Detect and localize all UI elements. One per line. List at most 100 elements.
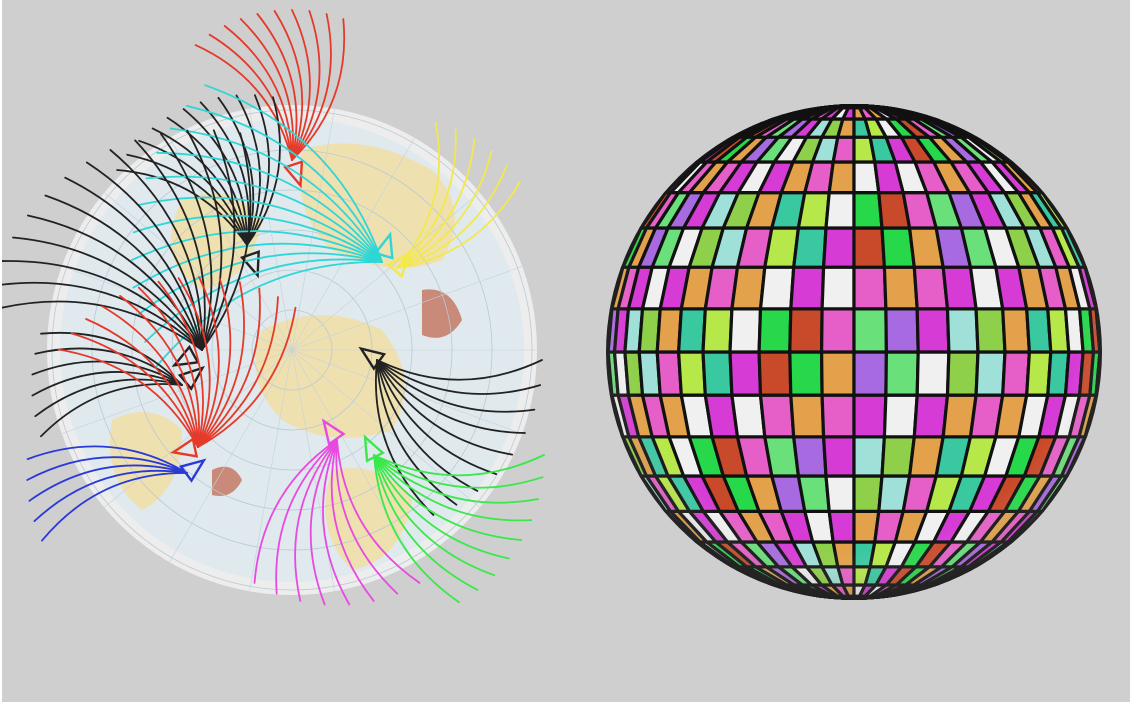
fan-curve xyxy=(204,84,383,263)
fan-curve xyxy=(145,175,383,263)
fan-curve xyxy=(28,464,188,502)
fan-curve xyxy=(375,359,435,516)
fan-curve xyxy=(275,439,338,595)
fan-yellow xyxy=(386,122,521,279)
fan-curve xyxy=(291,13,332,161)
fan-red-mid xyxy=(57,276,297,458)
fan-curve xyxy=(160,133,213,351)
fan-curve xyxy=(246,94,270,246)
fan-curve xyxy=(156,151,383,263)
triangle-icon xyxy=(178,458,207,483)
fan-curve xyxy=(119,295,199,448)
fan-curve xyxy=(40,383,183,438)
fan-curve xyxy=(126,153,248,246)
fan-curve xyxy=(34,378,183,418)
fan-curve xyxy=(376,359,536,413)
fan-curve xyxy=(86,161,203,351)
fan-curve xyxy=(137,286,200,448)
fan-curve xyxy=(182,108,248,246)
fan-curve xyxy=(197,281,245,448)
fan-blue xyxy=(26,445,207,542)
fan-curve xyxy=(34,347,183,386)
fan-curve xyxy=(396,181,521,269)
fan-curve xyxy=(26,456,188,481)
fan-curve xyxy=(41,472,188,542)
fan-curve xyxy=(157,280,204,448)
fan-curve xyxy=(186,129,223,351)
fan-curve xyxy=(40,331,183,386)
fan-curve xyxy=(57,348,199,448)
fan-curve xyxy=(322,439,351,606)
fan-curve xyxy=(373,454,496,577)
fan-curve xyxy=(396,138,476,269)
fan-curve xyxy=(376,359,458,506)
fan-curve xyxy=(253,439,338,584)
sphere-shading xyxy=(606,104,1102,600)
fan-curve xyxy=(33,469,188,522)
triangle-icon xyxy=(321,418,346,447)
fan-curve xyxy=(291,9,311,161)
fan-curve xyxy=(27,214,203,351)
fan-curve xyxy=(2,300,203,351)
fan-curve xyxy=(44,194,203,351)
fan-curve xyxy=(291,18,346,161)
fan-curve xyxy=(132,214,383,263)
fan-curve xyxy=(151,127,248,246)
fan-curve xyxy=(373,454,460,604)
fan-curve xyxy=(376,359,526,434)
fan-black-mid-left xyxy=(2,129,252,367)
triangle-icon xyxy=(171,344,200,367)
fan-curve xyxy=(373,454,544,489)
fan-curve xyxy=(85,318,199,448)
fan-curve xyxy=(246,96,281,246)
fan-curve xyxy=(177,277,211,448)
fan-curve xyxy=(2,281,203,351)
fan-curve xyxy=(70,332,199,448)
fan-curve xyxy=(373,454,540,504)
fan-curve xyxy=(12,236,203,351)
fan-curve xyxy=(309,439,338,606)
fan-black-right xyxy=(358,346,543,516)
fan-curve xyxy=(376,359,541,395)
fan-green xyxy=(363,434,545,604)
fan-curve xyxy=(197,296,279,448)
fan-curve xyxy=(396,164,508,269)
fan-curve xyxy=(197,287,261,448)
fan-curve xyxy=(101,305,199,448)
triangle-icon xyxy=(239,249,260,279)
fan-curve xyxy=(373,454,479,591)
fan-curve xyxy=(197,277,232,448)
fan-curve xyxy=(273,10,304,161)
fan-curve xyxy=(26,445,188,474)
fan-curve xyxy=(376,359,498,475)
fan-curve xyxy=(138,139,248,246)
fan-curve xyxy=(235,94,261,246)
tiled-sphere xyxy=(606,104,1102,600)
fan-cyan xyxy=(131,84,394,369)
antenna-fans xyxy=(2,9,545,606)
fan-curve xyxy=(208,33,293,161)
fan-curve xyxy=(197,306,297,448)
fan-curve xyxy=(169,127,383,263)
fan-curve xyxy=(396,129,457,269)
fan-curve xyxy=(373,454,532,522)
fan-curve xyxy=(134,139,206,351)
fan-curve xyxy=(2,260,203,351)
fan-curve xyxy=(335,439,399,595)
fan-curve xyxy=(256,13,298,161)
fan-magenta xyxy=(253,418,421,606)
fan-curve xyxy=(166,116,248,246)
triangle-icon xyxy=(363,434,385,463)
fan-red-top xyxy=(194,9,346,189)
fan-curve xyxy=(199,101,250,246)
fan-curve xyxy=(185,105,383,263)
triangle-icon xyxy=(373,231,394,260)
fan-curve xyxy=(376,359,514,456)
triangle-icon xyxy=(358,346,387,371)
fan-curve xyxy=(373,454,510,560)
fan-curve xyxy=(109,149,203,351)
fan-curve xyxy=(194,44,293,161)
triangle-icon xyxy=(386,251,412,279)
triangle-icon xyxy=(170,437,199,458)
fan-curve xyxy=(223,25,293,161)
